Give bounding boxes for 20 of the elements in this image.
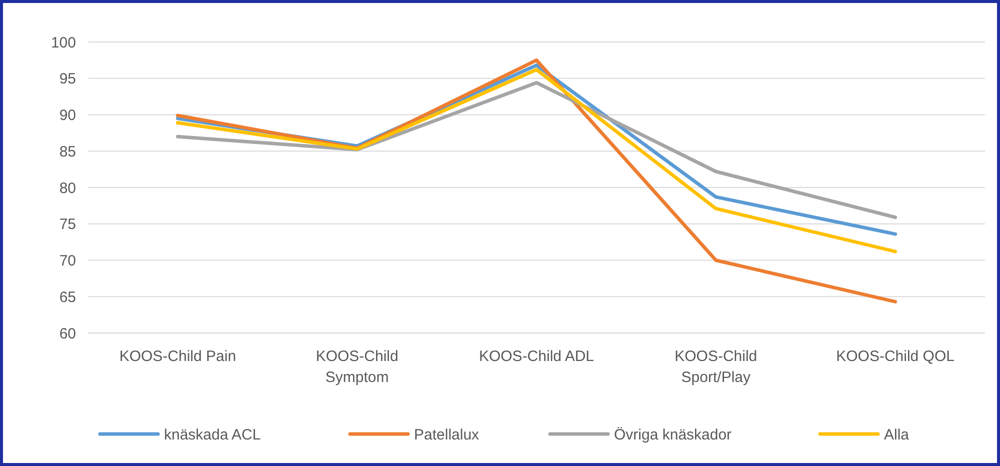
y-tick-label: 65 [59, 288, 76, 306]
legend-label: Övriga knäskador [614, 426, 732, 444]
x-tick-label: KOOS-Child Symptom [316, 348, 398, 386]
y-tick-label: 85 [59, 143, 76, 160]
line-series [176, 80, 898, 220]
y-tick-label: 60 [59, 325, 76, 342]
x-tick-label: KOOS-Child Sport/Play [674, 348, 758, 386]
y-tick-label: 70 [59, 252, 76, 270]
legend-label: Alla [884, 426, 910, 444]
x-tick-label: KOOS-Child QOL [836, 348, 954, 365]
y-tick-label: 80 [59, 180, 76, 197]
legend-label: knäskada ACL [164, 426, 261, 444]
y-tick-label: 90 [59, 107, 76, 124]
y-tick-label: 75 [59, 216, 76, 234]
x-tick-label: KOOS-Child ADL [478, 348, 594, 365]
y-tick-label: 100 [50, 34, 76, 52]
x-tick-label: KOOS-Child Pain [119, 348, 236, 365]
line-series [176, 58, 898, 304]
legend-label: Patellalux [414, 426, 480, 444]
y-tick-label: 95 [59, 70, 76, 88]
